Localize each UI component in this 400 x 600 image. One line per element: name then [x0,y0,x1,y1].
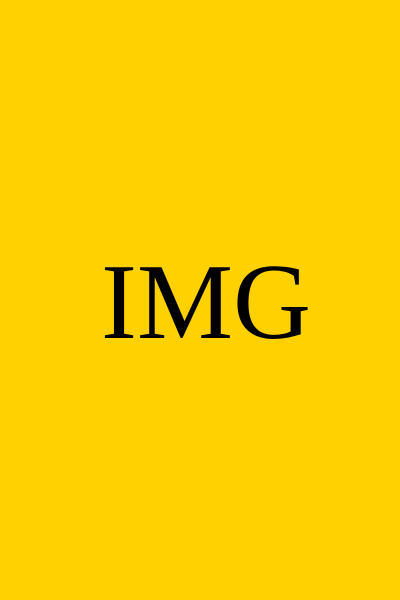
placeholder-label: IMG [101,243,311,362]
image-placeholder: IMG [0,0,400,600]
